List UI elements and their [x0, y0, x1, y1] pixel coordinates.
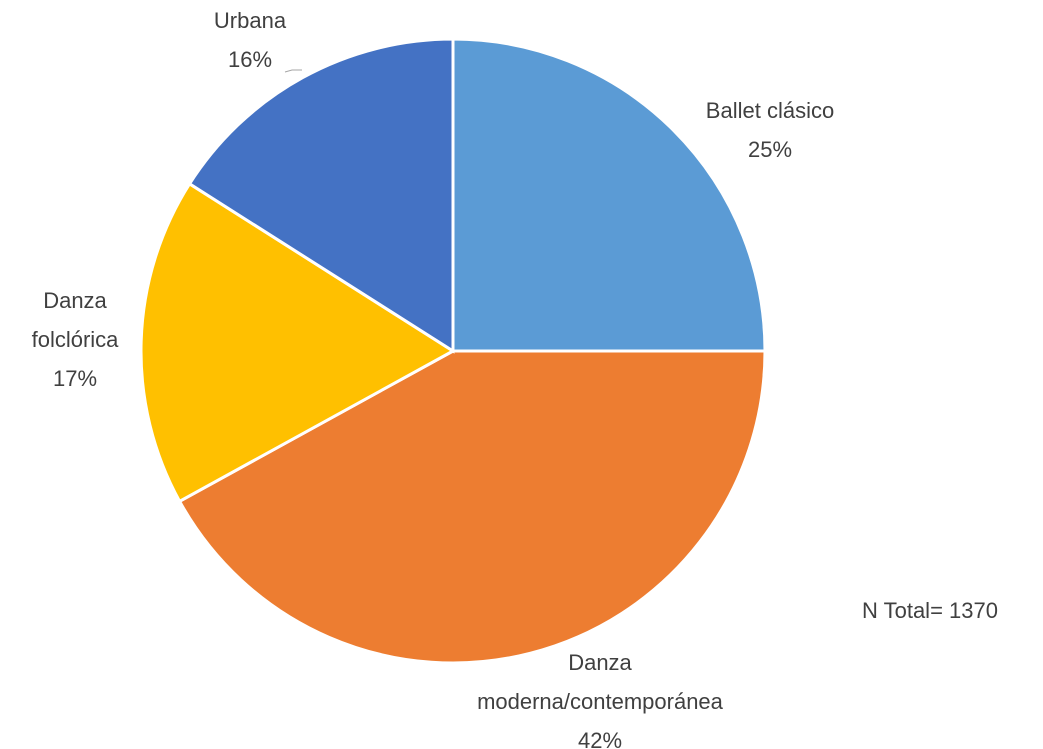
annotation: N Total= 1370	[862, 598, 998, 623]
data-label: Danza moderna/contemporánea 42%	[470, 643, 730, 749]
value-label: 25%	[747, 137, 793, 162]
category-label: Ballet clásico	[705, 98, 835, 123]
pie-slice	[451, 37, 767, 353]
leader-line	[284, 69, 302, 73]
value-label: 16%	[227, 47, 273, 72]
pie-slice	[187, 37, 455, 354]
pie-slice	[177, 349, 767, 665]
data-label: Urbana 16%	[190, 1, 310, 79]
data-label: Danza folclórica 17%	[15, 281, 135, 398]
value-label: 42%	[577, 728, 623, 749]
pie-slice	[139, 181, 456, 504]
category-label: Urbana	[213, 8, 287, 33]
value-label: 17%	[52, 366, 98, 391]
category-label: Danza folclórica	[31, 288, 119, 352]
data-label: Ballet clásico 25%	[660, 91, 880, 169]
category-label: Danza moderna/contemporánea	[477, 650, 723, 714]
